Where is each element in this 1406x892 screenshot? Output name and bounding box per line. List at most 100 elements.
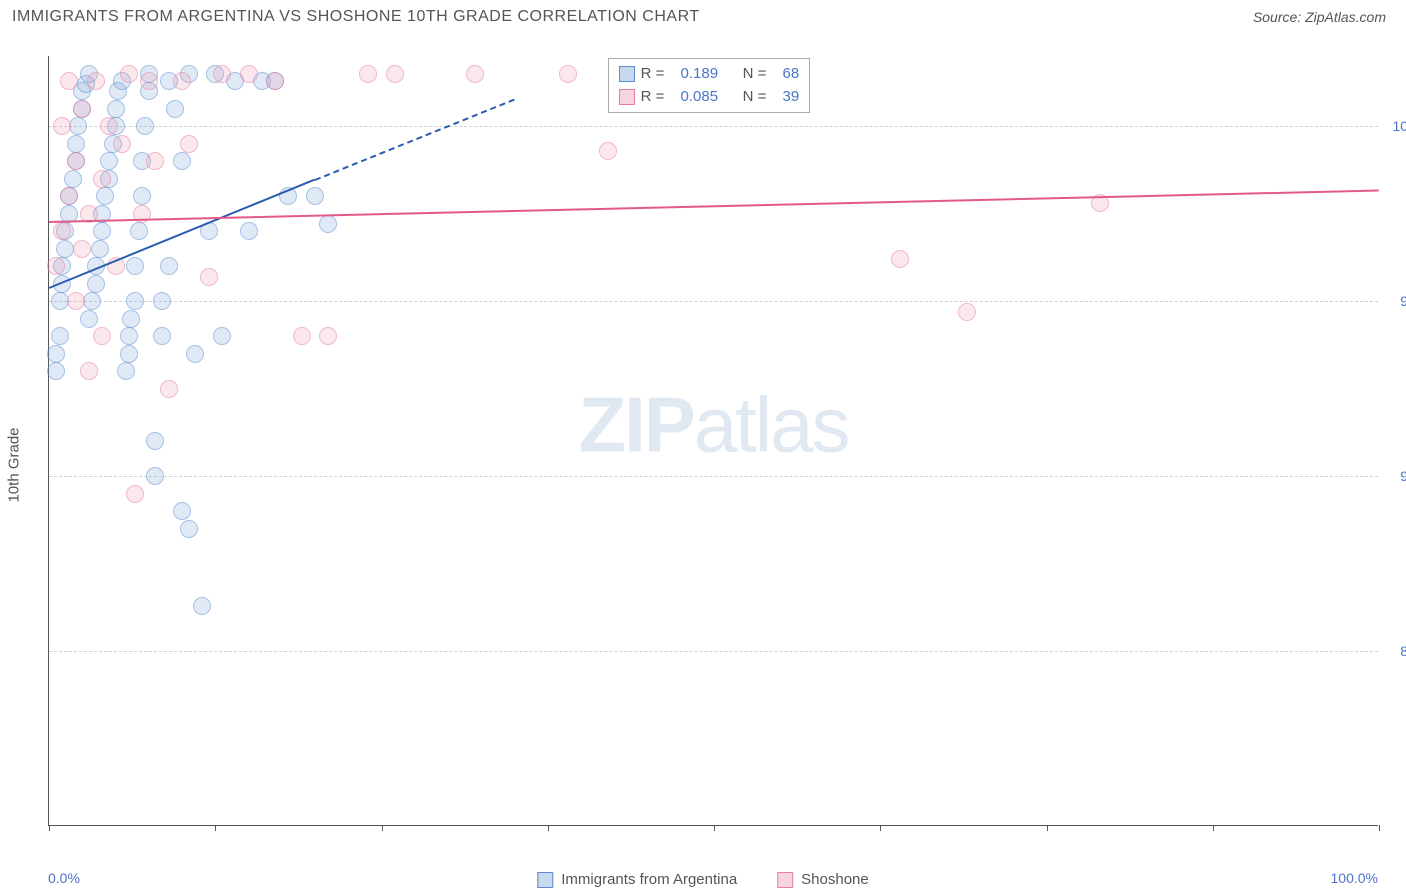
data-point — [319, 327, 337, 345]
data-point — [80, 362, 98, 380]
trend-line — [49, 179, 316, 289]
data-point — [173, 72, 191, 90]
x-tick — [49, 825, 50, 831]
n-label: N = — [743, 86, 767, 109]
chart-title: IMMIGRANTS FROM ARGENTINA VS SHOSHONE 10… — [12, 8, 700, 26]
data-point — [153, 327, 171, 345]
data-point — [100, 117, 118, 135]
data-point — [126, 485, 144, 503]
r-label: R = — [641, 63, 665, 86]
x-tick — [1047, 825, 1048, 831]
data-point — [120, 327, 138, 345]
data-point — [80, 310, 98, 328]
data-point — [51, 327, 69, 345]
data-point — [96, 187, 114, 205]
chart-area: 10th Grade ZIPatlas 85.0%90.0%95.0%100.0… — [0, 38, 1406, 892]
x-min-label: 0.0% — [48, 870, 80, 886]
legend-label-b: Shoshone — [801, 871, 869, 888]
data-point — [140, 72, 158, 90]
data-point — [56, 240, 74, 258]
data-point — [173, 152, 191, 170]
data-point — [120, 65, 138, 83]
x-max-label: 100.0% — [1331, 870, 1378, 886]
data-point — [73, 240, 91, 258]
data-point — [47, 257, 65, 275]
y-tick-label: 90.0% — [1400, 468, 1406, 484]
data-point — [113, 135, 131, 153]
data-point — [100, 152, 118, 170]
data-point — [53, 222, 71, 240]
watermark-rest: atlas — [694, 381, 849, 469]
data-point — [67, 135, 85, 153]
data-point — [60, 72, 78, 90]
data-point — [64, 170, 82, 188]
data-point — [133, 187, 151, 205]
r-label: R = — [641, 86, 665, 109]
y-tick-label: 100.0% — [1393, 118, 1406, 134]
data-point — [166, 100, 184, 118]
x-tick — [1379, 825, 1380, 831]
data-point — [160, 257, 178, 275]
legend-swatch — [619, 66, 635, 82]
watermark-bold: ZIP — [578, 381, 693, 469]
data-point — [93, 170, 111, 188]
data-point — [126, 257, 144, 275]
x-tick — [382, 825, 383, 831]
r-value: 0.189 — [681, 63, 719, 86]
data-point — [120, 345, 138, 363]
data-point — [306, 187, 324, 205]
data-point — [53, 117, 71, 135]
data-point — [107, 100, 125, 118]
data-point — [69, 117, 87, 135]
x-tick — [548, 825, 549, 831]
x-tick — [880, 825, 881, 831]
data-point — [173, 502, 191, 520]
data-point — [466, 65, 484, 83]
legend-swatch-b — [777, 872, 793, 888]
legend-swatch — [619, 89, 635, 105]
data-point — [73, 100, 91, 118]
n-label: N = — [743, 63, 767, 86]
scatter-plot: ZIPatlas 85.0%90.0%95.0%100.0%R = 0.189 … — [48, 56, 1378, 826]
data-point — [67, 152, 85, 170]
stats-legend: R = 0.189 N = 68R = 0.085 N = 39 — [608, 58, 811, 113]
trend-line — [315, 98, 515, 180]
legend-swatch-a — [537, 872, 553, 888]
data-point — [87, 72, 105, 90]
legend-item-b: Shoshone — [777, 871, 869, 888]
data-point — [958, 303, 976, 321]
data-point — [240, 222, 258, 240]
stats-legend-row: R = 0.085 N = 39 — [619, 86, 800, 109]
data-point — [200, 268, 218, 286]
data-point — [126, 292, 144, 310]
y-tick-label: 95.0% — [1400, 293, 1406, 309]
data-point — [87, 275, 105, 293]
data-point — [117, 362, 135, 380]
data-point — [213, 65, 231, 83]
bottom-legend: Immigrants from Argentina Shoshone — [537, 871, 868, 888]
data-point — [146, 152, 164, 170]
n-value: 68 — [783, 63, 800, 86]
x-tick — [215, 825, 216, 831]
data-point — [91, 240, 109, 258]
data-point — [160, 380, 178, 398]
legend-label-a: Immigrants from Argentina — [561, 871, 737, 888]
x-tick — [1213, 825, 1214, 831]
data-point — [67, 292, 85, 310]
data-point — [359, 65, 377, 83]
gridline — [49, 126, 1378, 127]
data-point — [386, 65, 404, 83]
y-axis-title: 10th Grade — [6, 427, 23, 502]
data-point — [93, 222, 111, 240]
r-value: 0.085 — [681, 86, 719, 109]
source-label: Source: ZipAtlas.com — [1253, 9, 1386, 25]
title-bar: IMMIGRANTS FROM ARGENTINA VS SHOSHONE 10… — [0, 0, 1406, 30]
stats-legend-row: R = 0.189 N = 68 — [619, 63, 800, 86]
data-point — [319, 215, 337, 233]
data-point — [180, 135, 198, 153]
data-point — [240, 65, 258, 83]
data-point — [93, 327, 111, 345]
data-point — [186, 345, 204, 363]
y-tick-label: 85.0% — [1400, 643, 1406, 659]
data-point — [47, 362, 65, 380]
